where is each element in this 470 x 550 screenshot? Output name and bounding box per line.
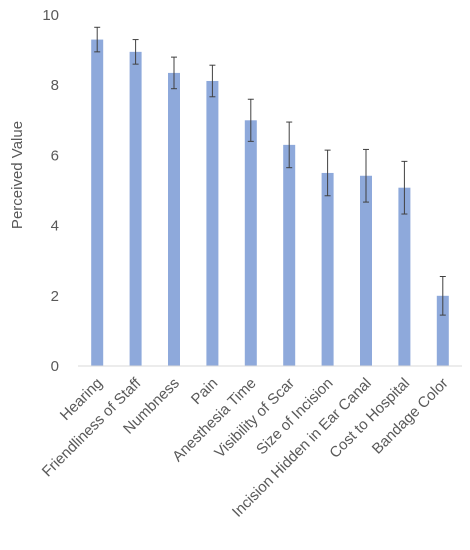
bar bbox=[436, 295, 449, 366]
y-tick-label: 10 bbox=[42, 7, 59, 24]
bar bbox=[206, 80, 219, 366]
bar bbox=[398, 187, 411, 366]
y-axis-title: Perceived Value bbox=[9, 121, 26, 229]
error-bars bbox=[94, 26, 446, 316]
bar bbox=[91, 39, 104, 366]
bars bbox=[91, 39, 449, 366]
y-tick-label: 0 bbox=[51, 358, 59, 375]
bar bbox=[283, 144, 296, 366]
y-tick-label: 6 bbox=[51, 147, 59, 164]
bar bbox=[321, 172, 334, 366]
y-axis-tick-labels: 0 2 4 6 8 10 bbox=[42, 7, 59, 375]
x-tick-label: Pain bbox=[188, 375, 221, 408]
y-tick-label: 4 bbox=[51, 218, 59, 235]
bar bbox=[168, 72, 180, 366]
y-tick-label: 2 bbox=[51, 288, 59, 305]
bar bbox=[244, 120, 257, 366]
y-tick-label: 8 bbox=[51, 77, 59, 94]
bar bbox=[360, 175, 372, 366]
bar bbox=[129, 51, 142, 366]
